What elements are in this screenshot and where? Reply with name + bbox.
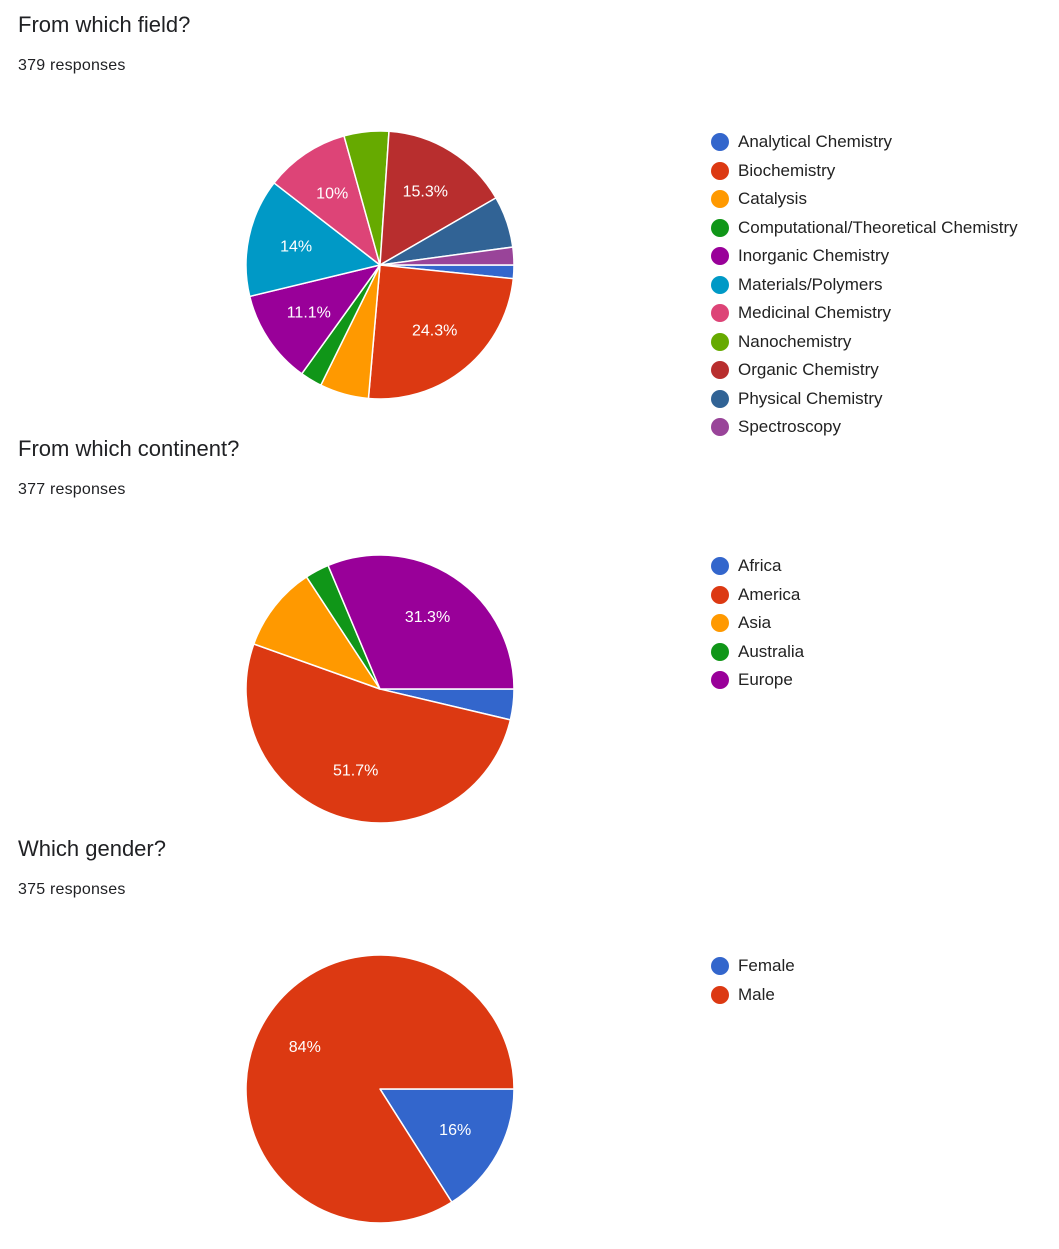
legend-swatch: [711, 332, 729, 351]
pie-slice-asia[interactable]: [253, 576, 381, 690]
legend-item-computational-theoretical-chemistry[interactable]: Computational/Theoretical Chemistry: [711, 214, 1018, 243]
legend-item-africa[interactable]: Africa: [711, 552, 804, 581]
question-continent: From which continent? 377 responses 51.7…: [0, 424, 1059, 824]
legend-label: Computational/Theoretical Chemistry: [738, 217, 1018, 237]
pie-slice-europe[interactable]: [327, 554, 515, 690]
legend-label: Asia: [738, 613, 772, 633]
pie-slice-spectroscopy[interactable]: [379, 246, 515, 266]
legend-swatch: [711, 585, 729, 604]
legend-item-male[interactable]: Male: [711, 981, 795, 1010]
question-title: Which gender?: [18, 836, 166, 861]
legend-item-europe[interactable]: Europe: [711, 666, 804, 695]
legend-swatch: [711, 161, 729, 180]
legend-swatch: [711, 614, 729, 633]
legend-label: Nanochemistry: [738, 331, 852, 351]
legend-label: America: [738, 584, 801, 604]
legend-label: Australia: [738, 641, 805, 661]
legend-item-medicinal-chemistry[interactable]: Medicinal Chemistry: [711, 299, 1018, 328]
legend-item-inorganic-chemistry[interactable]: Inorganic Chemistry: [711, 242, 1018, 271]
chart-legend: Africa America Asia Australia Europe: [711, 552, 804, 695]
question-gender: Which gender? 375 responses 16% 84% Femal…: [0, 824, 1059, 1224]
legend-item-materials-polymers[interactable]: Materials/Polymers: [711, 271, 1018, 300]
legend-label: Male: [738, 984, 775, 1004]
response-count: 375 responses: [18, 881, 126, 898]
legend-item-spectroscopy[interactable]: Spectroscopy: [711, 413, 1018, 442]
legend-item-asia[interactable]: Asia: [711, 609, 804, 638]
legend-item-america[interactable]: America: [711, 581, 804, 610]
legend-label: Biochemistry: [738, 160, 836, 180]
legend-item-australia[interactable]: Australia: [711, 638, 804, 667]
pie-slice-male[interactable]: [245, 954, 515, 1224]
legend-item-catalysis[interactable]: Catalysis: [711, 185, 1018, 214]
pie-slice-america[interactable]: [245, 643, 512, 824]
legend-label: Materials/Polymers: [738, 274, 883, 294]
legend-label: Female: [738, 956, 795, 976]
question-title: From which continent?: [18, 436, 240, 461]
legend-swatch: [711, 218, 729, 237]
slice-label-medicinal-chemistry: 10%: [316, 185, 348, 202]
legend-swatch: [711, 671, 729, 690]
legend-label: Catalysis: [738, 189, 807, 209]
slice-label-biochemistry: 24.3%: [412, 323, 457, 340]
pie-chart: 16% 84%: [245, 954, 515, 1224]
pie-slice-inorganic-chemistry[interactable]: [248, 264, 381, 375]
response-count: 377 responses: [18, 481, 126, 498]
legend-label: Physical Chemistry: [738, 388, 883, 408]
question-field: From which field? 379 responses 24.3% 11.…: [0, 0, 1059, 437]
legend-swatch: [711, 133, 729, 152]
legend-swatch: [711, 190, 729, 209]
slice-label-materials-polymers: 14%: [280, 239, 312, 256]
legend-swatch: [711, 557, 729, 576]
legend-swatch: [711, 985, 729, 1004]
legend-label: Africa: [738, 556, 782, 576]
legend-swatch: [711, 642, 729, 661]
slice-label-organic-chemistry: 15.3%: [403, 184, 448, 201]
legend-item-physical-chemistry[interactable]: Physical Chemistry: [711, 385, 1018, 414]
legend-swatch: [711, 361, 729, 380]
legend-swatch: [711, 275, 729, 294]
legend-swatch: [711, 247, 729, 266]
legend-label: Organic Chemistry: [738, 360, 879, 380]
legend-swatch: [711, 304, 729, 323]
legend-swatch: [711, 389, 729, 408]
slice-label-america: 51.7%: [333, 763, 378, 780]
response-count: 379 responses: [18, 57, 126, 74]
legend-swatch: [711, 418, 729, 437]
legend-label: Europe: [738, 670, 793, 690]
pie-slice-biochemistry[interactable]: [367, 264, 515, 400]
pie-chart: 51.7% 31.3%: [245, 554, 515, 824]
question-title: From which field?: [18, 12, 191, 37]
legend-label: Medicinal Chemistry: [738, 303, 892, 323]
pie-chart: 24.3% 11.1% 14% 10% 15.3%: [245, 130, 515, 400]
slice-label-female: 16%: [439, 1122, 471, 1139]
chart-legend: Female Male: [711, 952, 795, 1009]
legend-label: Spectroscopy: [738, 417, 841, 437]
pie-slice-medicinal-chemistry[interactable]: [273, 135, 381, 266]
legend-swatch: [711, 957, 729, 976]
legend-label: Inorganic Chemistry: [738, 246, 890, 266]
legend-item-analytical-chemistry[interactable]: Analytical Chemistry: [711, 128, 1018, 157]
legend-item-biochemistry[interactable]: Biochemistry: [711, 157, 1018, 186]
chart-legend: Analytical Chemistry Biochemistry Catalysi…: [711, 128, 1018, 442]
legend-item-nanochemistry[interactable]: Nanochemistry: [711, 328, 1018, 357]
pie-slice-female[interactable]: [379, 1088, 515, 1203]
legend-item-female[interactable]: Female: [711, 952, 795, 981]
legend-item-organic-chemistry[interactable]: Organic Chemistry: [711, 356, 1018, 385]
slice-label-europe: 31.3%: [405, 609, 450, 626]
slice-label-inorganic-chemistry: 11.1%: [287, 304, 331, 321]
pie-slice-organic-chemistry[interactable]: [379, 130, 497, 266]
pie-slice-materials-polymers[interactable]: [245, 182, 381, 298]
legend-label: Analytical Chemistry: [738, 132, 892, 152]
slice-label-male: 84%: [289, 1039, 321, 1056]
